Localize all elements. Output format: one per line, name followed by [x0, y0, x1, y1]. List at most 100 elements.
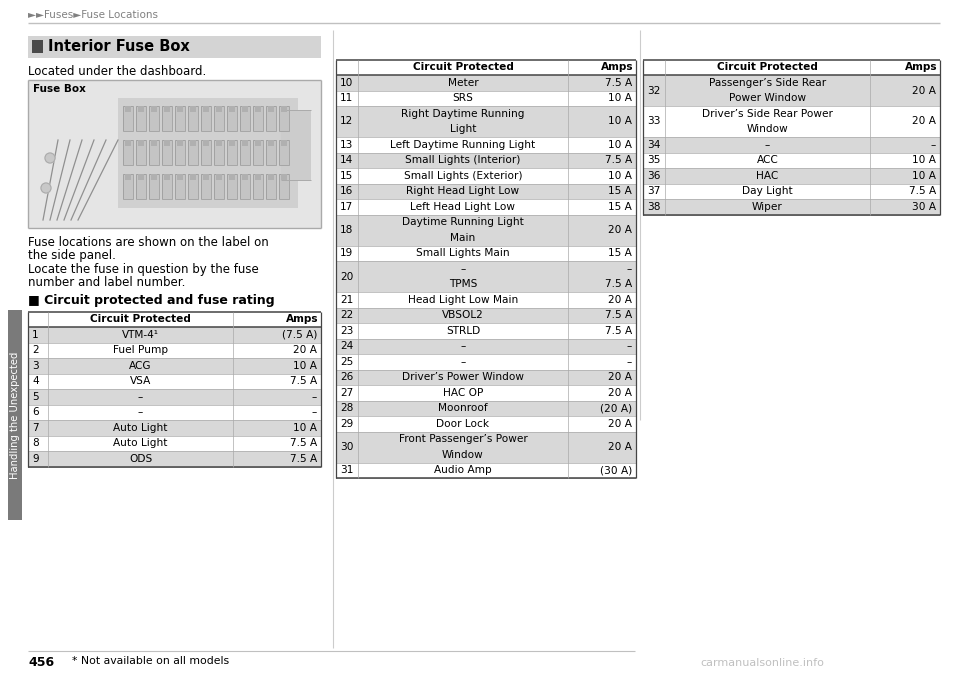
Bar — [32, 40, 43, 53]
Text: SRS: SRS — [452, 94, 473, 103]
Bar — [240, 140, 250, 165]
Bar — [253, 106, 263, 131]
Bar — [164, 140, 170, 146]
Bar — [201, 106, 211, 131]
Text: 7.5 A: 7.5 A — [605, 155, 632, 165]
Text: 9: 9 — [32, 454, 38, 464]
Text: –: – — [312, 407, 317, 417]
Text: Left Daytime Running Light: Left Daytime Running Light — [391, 140, 536, 150]
Bar — [268, 174, 274, 180]
Bar — [164, 106, 170, 112]
Text: 7: 7 — [32, 423, 38, 433]
Bar — [162, 106, 172, 131]
Text: ►►Fuses►Fuse Locations: ►►Fuses►Fuse Locations — [28, 10, 158, 20]
Bar — [336, 184, 636, 199]
Bar — [136, 174, 146, 199]
Bar — [175, 174, 185, 199]
Text: number and label number.: number and label number. — [28, 277, 185, 290]
Bar — [177, 140, 183, 146]
Bar — [253, 140, 263, 165]
Text: (7.5 A): (7.5 A) — [281, 330, 317, 340]
Text: –: – — [627, 341, 632, 351]
Bar — [216, 174, 222, 180]
Text: Circuit Protected: Circuit Protected — [717, 62, 818, 73]
Bar — [216, 140, 222, 146]
Bar — [125, 174, 131, 180]
Bar — [203, 174, 209, 180]
Text: Window: Window — [747, 124, 788, 134]
Bar — [229, 140, 235, 146]
Bar — [28, 405, 321, 420]
Text: Amps: Amps — [285, 315, 318, 325]
Text: 22: 22 — [340, 311, 353, 320]
Bar — [188, 174, 198, 199]
Bar — [203, 140, 209, 146]
Text: 10 A: 10 A — [608, 171, 632, 181]
Circle shape — [45, 153, 55, 163]
Text: 13: 13 — [340, 140, 353, 150]
Bar — [190, 106, 196, 112]
Bar — [240, 174, 250, 199]
Text: 7.5 A: 7.5 A — [605, 78, 632, 87]
Bar — [162, 174, 172, 199]
Text: 6: 6 — [32, 407, 38, 417]
Text: –: – — [138, 392, 143, 402]
Text: –: – — [461, 357, 466, 367]
Text: 15: 15 — [340, 171, 353, 181]
Bar — [266, 140, 276, 165]
Bar — [214, 174, 224, 199]
Text: 15 A: 15 A — [609, 248, 632, 258]
Text: 10 A: 10 A — [608, 140, 632, 150]
Text: HAC: HAC — [756, 171, 779, 181]
Text: 21: 21 — [340, 295, 353, 304]
Bar — [279, 174, 289, 199]
Text: 30: 30 — [340, 442, 353, 452]
Text: 12: 12 — [340, 117, 353, 127]
Text: Circuit Protected: Circuit Protected — [413, 62, 514, 73]
Text: 10 A: 10 A — [293, 361, 317, 371]
Text: 7.5 A: 7.5 A — [605, 311, 632, 320]
Text: Moonroof: Moonroof — [438, 403, 488, 414]
Bar — [279, 106, 289, 131]
Text: TPMS: TPMS — [449, 279, 477, 290]
Bar — [28, 36, 321, 58]
Bar — [28, 80, 321, 228]
Bar — [240, 106, 250, 131]
Text: 20 A: 20 A — [608, 295, 632, 304]
Text: Auto Light: Auto Light — [113, 438, 168, 448]
Bar — [162, 140, 172, 165]
Bar — [643, 106, 940, 137]
Text: Interior Fuse Box: Interior Fuse Box — [48, 39, 190, 54]
Text: Front Passenger’s Power: Front Passenger’s Power — [398, 434, 527, 444]
Bar — [643, 75, 940, 106]
Bar — [336, 153, 636, 168]
Bar — [336, 338, 636, 354]
Bar — [255, 106, 261, 112]
Bar — [177, 174, 183, 180]
Text: 10 A: 10 A — [608, 117, 632, 127]
Text: Head Light Low Main: Head Light Low Main — [408, 295, 518, 304]
Bar — [336, 60, 636, 75]
Bar — [151, 106, 157, 112]
Text: carmanualsonline.info: carmanualsonline.info — [700, 658, 824, 668]
Text: Light: Light — [449, 124, 476, 134]
Bar — [255, 174, 261, 180]
Text: 30 A: 30 A — [912, 202, 936, 212]
Bar — [0, 0, 22, 678]
Text: 11: 11 — [340, 94, 353, 103]
Text: ACG: ACG — [130, 361, 152, 371]
Bar — [336, 370, 636, 385]
Bar — [216, 106, 222, 112]
Text: 36: 36 — [647, 171, 660, 181]
Text: 15 A: 15 A — [609, 186, 632, 196]
Text: 32: 32 — [647, 85, 660, 96]
Text: 35: 35 — [647, 155, 660, 165]
Text: Handling the Unexpected: Handling the Unexpected — [10, 351, 20, 479]
Text: Small Lights (Exterior): Small Lights (Exterior) — [404, 171, 522, 181]
Bar — [336, 416, 636, 431]
Bar — [266, 174, 276, 199]
Bar — [214, 140, 224, 165]
Bar — [201, 174, 211, 199]
Text: ■ Circuit protected and fuse rating: ■ Circuit protected and fuse rating — [28, 294, 275, 307]
Text: Passenger’s Side Rear: Passenger’s Side Rear — [708, 78, 826, 87]
